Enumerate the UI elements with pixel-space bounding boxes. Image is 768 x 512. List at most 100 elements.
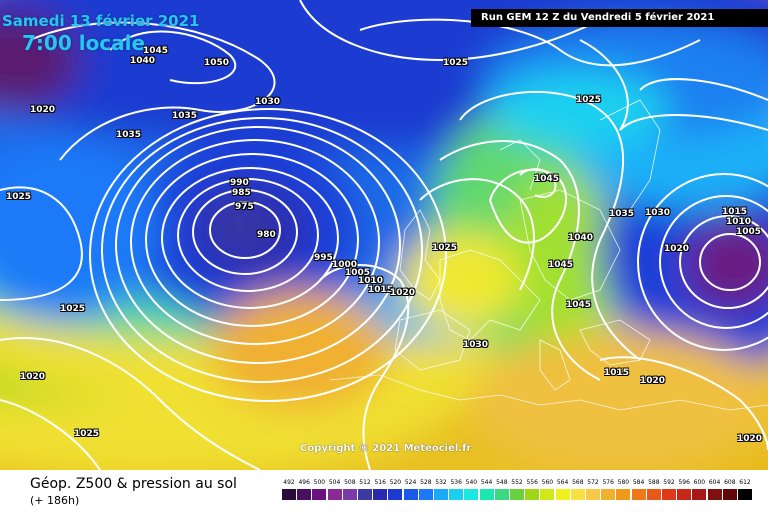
- legend-swatch: [449, 489, 464, 500]
- legend-value: 548: [496, 479, 508, 486]
- legend-value: 540: [465, 479, 478, 486]
- isobar-label: 1015: [604, 368, 630, 378]
- isobar-label: 1010: [358, 276, 384, 286]
- legend-value: 512: [359, 479, 371, 486]
- geopotential-field: [0, 0, 768, 470]
- isobars: [0, 0, 768, 470]
- legend-value: 508: [344, 479, 356, 486]
- legend-swatch: [601, 489, 616, 500]
- isobar-label: 1020: [390, 288, 416, 298]
- legend-swatch: [525, 489, 540, 500]
- legend-swatch: [586, 489, 600, 500]
- legend-swatch: [692, 489, 707, 500]
- isobar-label: 1030: [255, 97, 281, 107]
- legend-value: 592: [663, 479, 675, 486]
- legend-value: 596: [678, 479, 690, 486]
- isobar-label: 1025: [74, 429, 100, 439]
- legend-swatch: [403, 489, 418, 500]
- legend-value: 588: [648, 479, 660, 486]
- legend-swatch: [494, 489, 509, 500]
- legend-value: 536: [450, 479, 462, 486]
- legend-swatch: [555, 489, 570, 500]
- legend-swatch: [312, 489, 327, 500]
- legend-value: 604: [708, 479, 721, 486]
- isobar-label: 1045: [548, 260, 574, 270]
- legend-value: 572: [587, 479, 599, 486]
- isobar-label: 1020: [664, 244, 690, 254]
- map-footer: Géop. Z500 & pression au sol (+ 186h) 49…: [0, 470, 768, 512]
- isobar-label: 1050: [204, 58, 230, 68]
- isobar-label: 990: [230, 178, 249, 188]
- isobar-label: 1025: [60, 304, 86, 314]
- legend-value: 524: [404, 479, 417, 486]
- legend-value: 564: [556, 479, 569, 486]
- isobar-label: 1045: [534, 174, 560, 184]
- isobar-label: 1035: [172, 111, 198, 121]
- isobar-label: 1020: [737, 434, 763, 444]
- isobar-label: 1005: [345, 268, 371, 278]
- legend-swatch: [464, 489, 479, 500]
- isobar-label: 1030: [645, 208, 671, 218]
- legend-swatch: [707, 489, 722, 500]
- legend-value: 560: [541, 479, 554, 486]
- isobar-label: 1015: [722, 207, 748, 217]
- legend-swatch: [662, 489, 676, 500]
- isobar-label: 1025: [432, 243, 458, 253]
- forecast-hour: (+ 186h): [30, 494, 80, 507]
- legend-value: 612: [739, 479, 751, 486]
- isobar-label: 1040: [568, 233, 594, 243]
- legend-value: 500: [313, 479, 326, 486]
- legend-swatch: [418, 489, 433, 500]
- isobar-label: 985: [232, 188, 251, 198]
- legend-value: 556: [526, 479, 538, 486]
- legend-swatch: [388, 489, 403, 500]
- isobar-label: 1020: [30, 105, 56, 115]
- legend-swatch: [738, 489, 752, 500]
- color-legend: 492 496 500 504 508 512 516 520 524 528 532 536 540 5…: [282, 478, 754, 506]
- isobar-label: 1025: [443, 58, 469, 68]
- coastlines: [329, 99, 768, 411]
- isobar-label: 1005: [736, 227, 762, 237]
- legend-value: 528: [420, 479, 432, 486]
- legend-swatch: [677, 489, 692, 500]
- model-run-label: Run GEM 12 Z du Vendredi 5 février 2021: [471, 9, 768, 27]
- legend-value: 576: [602, 479, 614, 486]
- isobar-label: 1025: [6, 192, 32, 202]
- legend-swatch: [479, 489, 494, 500]
- legend-swatch: [631, 489, 646, 500]
- legend-swatch: [616, 489, 631, 500]
- legend-value: 552: [511, 479, 523, 486]
- legend-value: 532: [435, 479, 447, 486]
- isobar-label: 1015: [368, 285, 394, 295]
- legend-swatch: [327, 489, 342, 500]
- legend-swatch: [540, 489, 555, 500]
- legend-swatch: [297, 489, 312, 500]
- forecast-time: 7:00 locale: [22, 31, 146, 55]
- legend-value: 600: [693, 479, 706, 486]
- legend-value: 496: [298, 479, 310, 486]
- isobar-label: 1040: [130, 56, 156, 66]
- map-title: Géop. Z500 & pression au sol: [30, 476, 237, 492]
- isobar-label: 1045: [143, 46, 169, 56]
- isobar-label: 1025: [576, 95, 602, 105]
- legend-swatch: [570, 489, 585, 500]
- isobar-label: 1035: [609, 209, 635, 219]
- isobar-label: 1010: [726, 217, 752, 227]
- copyright-text: Copyright © 2021 Meteociel.fr: [300, 443, 472, 454]
- legend-value: 580: [617, 479, 630, 486]
- isobar-label: 1045: [566, 300, 592, 310]
- legend-swatch: [646, 489, 661, 500]
- legend-value: 544: [480, 479, 493, 486]
- isobar-label: 980: [257, 230, 276, 240]
- isobar-label: 1035: [116, 130, 142, 140]
- legend-value: 504: [328, 479, 341, 486]
- legend-value: 516: [374, 479, 386, 486]
- isobar-label: 975: [235, 202, 254, 212]
- legend-swatch: [722, 489, 737, 500]
- legend-value: 584: [632, 479, 645, 486]
- forecast-date: Samedi 13 février 2021: [2, 12, 200, 30]
- legend-value: 608: [724, 479, 736, 486]
- legend-swatch: [373, 489, 388, 500]
- legend-value: 568: [572, 479, 584, 486]
- legend-swatch: [282, 489, 296, 500]
